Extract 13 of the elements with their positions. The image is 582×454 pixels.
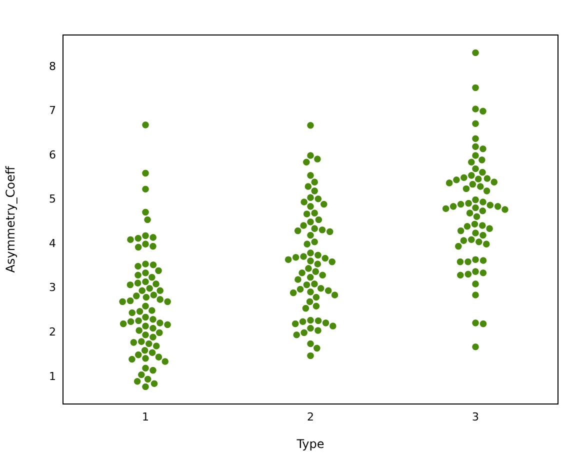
y-tick-label: 2 [49, 326, 56, 339]
y-tick-label: 3 [49, 281, 56, 294]
y-tick-label: 7 [49, 104, 56, 118]
x-tick-label: 1 [142, 410, 149, 424]
y-tick-label: 6 [49, 148, 56, 162]
y-tick-label: 5 [49, 192, 56, 206]
y-axis-title: Asymmetry_Coeff [3, 166, 18, 273]
x-tick-label: 3 [472, 410, 479, 424]
y-tick-label: 4 [49, 236, 56, 250]
y-tick-label: 8 [49, 60, 56, 73]
x-axis-title: Type [296, 436, 324, 451]
x-tick-label: 2 [307, 410, 314, 424]
y-tick-label: 1 [49, 370, 56, 383]
